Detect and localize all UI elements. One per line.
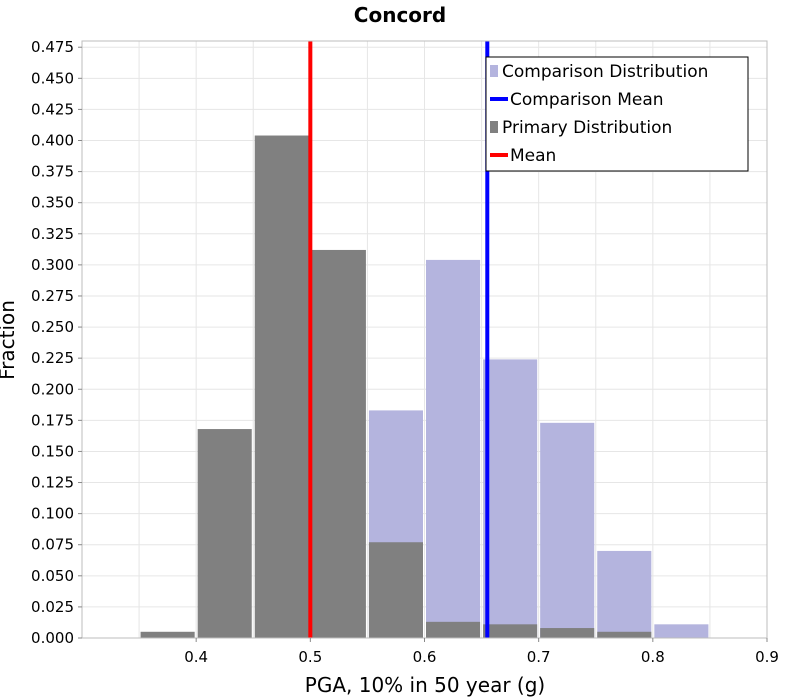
y-tick-label: 0.475 <box>31 38 74 56</box>
y-tick-label: 0.125 <box>31 474 74 492</box>
primary-distribution-bar-8 <box>597 631 652 638</box>
primary-distribution-bars <box>140 135 652 638</box>
legend-label: Primary Distribution <box>502 118 672 138</box>
x-tick-label: 0.4 <box>184 648 208 666</box>
y-tick-label: 0.100 <box>31 505 74 523</box>
y-tick-label: 0.375 <box>31 163 74 181</box>
legend-label: Comparison Distribution <box>502 62 708 82</box>
primary-distribution-bar-3 <box>311 249 366 638</box>
y-tick-label: 0.275 <box>31 287 74 305</box>
y-tick-label: 0.450 <box>31 69 74 87</box>
legend-swatch <box>490 121 498 133</box>
legend-label: Comparison Mean <box>510 90 664 110</box>
primary-distribution-bar-7 <box>540 628 595 638</box>
primary-distribution-bar-2 <box>254 135 309 638</box>
x-tick-label: 0.5 <box>298 648 322 666</box>
y-tick-label: 0.075 <box>31 536 74 554</box>
legend-label: Mean <box>510 146 556 166</box>
x-tick-label: 0.6 <box>413 648 437 666</box>
y-tick-label: 0.175 <box>31 411 74 429</box>
comparison-distribution-bar-4 <box>597 550 652 638</box>
y-axis-label: Fraction <box>0 300 19 380</box>
x-tick-label: 0.9 <box>755 648 779 666</box>
y-tick-label: 0.325 <box>31 225 74 243</box>
y-tick-label: 0.300 <box>31 256 74 274</box>
y-tick-label: 0.025 <box>31 598 74 616</box>
y-tick-label: 0.400 <box>31 132 74 150</box>
y-tick-label: 0.000 <box>31 629 74 647</box>
primary-distribution-bar-0 <box>140 631 195 638</box>
y-tick-label: 0.425 <box>31 100 74 118</box>
primary-distribution-bar-5 <box>426 621 481 638</box>
comparison-distribution-bar-2 <box>483 359 538 638</box>
x-axis-ticks: 0.4 0.5 0.6 0.7 0.8 0.9 <box>184 638 779 666</box>
comparison-distribution-bar-3 <box>540 422 595 638</box>
x-tick-label: 0.7 <box>527 648 551 666</box>
y-tick-label: 0.200 <box>31 380 74 398</box>
y-tick-label: 0.150 <box>31 442 74 460</box>
y-tick-label: 0.225 <box>31 349 74 367</box>
primary-distribution-bar-4 <box>368 542 423 638</box>
primary-distribution-bar-6 <box>483 624 538 638</box>
comparison-distribution-bar-5 <box>654 624 709 638</box>
legend-box <box>485 56 749 172</box>
legend: Comparison Distribution Comparison Mean Pr… <box>485 56 749 172</box>
chart-title: Concord <box>354 3 446 27</box>
y-tick-label: 0.250 <box>31 318 74 336</box>
comparison-distribution-bars <box>368 259 709 638</box>
x-tick-label: 0.8 <box>641 648 665 666</box>
primary-distribution-bar-1 <box>197 429 252 638</box>
y-axis-ticks: 0.000 0.025 0.050 0.075 0.100 0.125 0.150 0.175… <box>31 38 82 647</box>
x-axis-label: PGA, 10% in 50 year (g) <box>305 673 545 697</box>
comparison-distribution-bar-1 <box>426 259 481 638</box>
legend-swatch <box>490 65 498 77</box>
y-tick-label: 0.350 <box>31 194 74 212</box>
y-tick-label: 0.050 <box>31 567 74 585</box>
